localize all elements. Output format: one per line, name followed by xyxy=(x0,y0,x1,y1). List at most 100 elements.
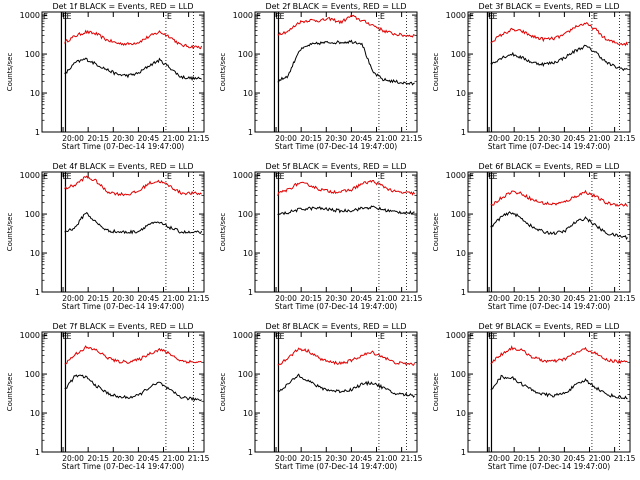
panel-title: Det 6f BLACK = Events, RED = LLD xyxy=(478,162,619,171)
event-marker-label-left: E xyxy=(256,332,261,341)
x-tick-label: 20:30 xyxy=(112,454,134,463)
panel-det-2: Det 2f BLACK = Events, RED = LLD 1 10 100 10… xyxy=(219,2,423,151)
y-tick-label: 10 xyxy=(456,409,466,418)
event-marker-label: E xyxy=(66,172,71,181)
event-marker-label-left: E xyxy=(43,172,48,181)
x-tick-label: 20:45 xyxy=(138,454,160,463)
y-tick-label: 10 xyxy=(30,89,40,98)
panel-det-1: Det 1f BLACK = Events, RED = LLD 1 10 100 10… xyxy=(6,2,210,151)
y-axis-label: Counts/sec xyxy=(6,373,14,412)
event-marker-label-left: E xyxy=(469,332,474,341)
y-axis-label: Counts/sec xyxy=(219,53,227,92)
event-marker-label-right: E xyxy=(380,12,385,21)
y-tick-label: 100 xyxy=(238,370,253,379)
y-tick-label: 1000 xyxy=(446,171,466,180)
y-tick-label: 10 xyxy=(243,409,253,418)
event-marker-label: E xyxy=(279,332,284,341)
events-series-line xyxy=(64,374,202,402)
y-tick-label: 1000 xyxy=(20,11,40,20)
x-axis-label: Start Time (07-Dec-14 19:47:00) xyxy=(62,142,184,151)
x-tick-label: 21:00 xyxy=(589,294,611,303)
x-axis-label: Start Time (07-Dec-14 19:47:00) xyxy=(62,302,184,311)
lld-series-line xyxy=(490,22,629,47)
y-axis-label: Counts/sec xyxy=(6,213,14,252)
y-tick-label: 1 xyxy=(35,288,40,297)
x-tick-label: 20:00 xyxy=(62,454,84,463)
lld-series-line xyxy=(64,175,202,197)
x-tick-label: 21:00 xyxy=(376,134,398,143)
event-marker-label-right: E xyxy=(593,332,598,341)
plot-frame xyxy=(467,171,631,293)
event-marker-label-left: E xyxy=(469,172,474,181)
y-tick-label: 100 xyxy=(25,210,40,219)
plot-frame xyxy=(41,331,205,453)
lld-series-line xyxy=(277,347,416,366)
y-tick-label: 100 xyxy=(451,50,466,59)
panel-title: Det 1f BLACK = Events, RED = LLD xyxy=(52,2,193,11)
x-tick-label: 20:00 xyxy=(488,294,510,303)
x-tick-label: 20:30 xyxy=(538,294,560,303)
x-tick-label: 20:45 xyxy=(351,454,373,463)
event-marker-label-left: E xyxy=(256,12,261,21)
event-marker-label: E xyxy=(66,332,71,341)
y-axis-label: Counts/sec xyxy=(219,213,227,252)
x-tick-label: 20:15 xyxy=(513,454,535,463)
y-tick-label: 100 xyxy=(238,50,253,59)
event-marker-label-left: E xyxy=(256,172,261,181)
y-tick-label: 1000 xyxy=(20,171,40,180)
x-tick-label: 20:15 xyxy=(87,294,109,303)
event-marker-label-right: E xyxy=(167,332,172,341)
panel-title: Det 7f BLACK = Events, RED = LLD xyxy=(52,322,193,331)
x-tick-label: 21:15 xyxy=(401,454,423,463)
lld-series-line xyxy=(64,345,202,365)
lld-series-line xyxy=(64,29,203,50)
y-tick-label: 1000 xyxy=(446,11,466,20)
y-axis-label: Counts/sec xyxy=(432,213,440,252)
event-marker-label-right: E xyxy=(593,12,598,21)
y-tick-label: 10 xyxy=(30,409,40,418)
x-tick-label: 20:45 xyxy=(351,134,373,143)
event-marker-label: E xyxy=(492,172,497,181)
panel-det-5: Det 5f BLACK = Events, RED = LLD 1 10 100 10… xyxy=(219,162,423,311)
x-tick-label: 20:15 xyxy=(513,294,535,303)
panel-det-6: Det 6f BLACK = Events, RED = LLD 1 10 100 10… xyxy=(432,162,636,311)
panel-det-8: Det 8f BLACK = Events, RED = LLD 1 10 100 10… xyxy=(219,322,423,471)
event-marker-label-right: E xyxy=(593,172,598,181)
x-axis-label: Start Time (07-Dec-14 19:47:00) xyxy=(488,142,610,151)
events-series-line xyxy=(64,57,202,82)
y-tick-label: 1 xyxy=(35,448,40,457)
event-marker-label-right: E xyxy=(167,172,172,181)
y-tick-label: 10 xyxy=(456,89,466,98)
y-tick-label: 1 xyxy=(461,448,466,457)
panel-title: Det 2f BLACK = Events, RED = LLD xyxy=(265,2,406,11)
event-marker-label-left: E xyxy=(43,332,48,341)
events-series-line xyxy=(277,39,415,86)
panel-title: Det 4f BLACK = Events, RED = LLD xyxy=(52,162,193,171)
lld-series-line xyxy=(277,179,416,197)
panel-title: Det 9f BLACK = Events, RED = LLD xyxy=(478,322,619,331)
x-tick-label: 20:30 xyxy=(112,134,134,143)
x-tick-label: 21:15 xyxy=(401,134,423,143)
x-tick-label: 21:00 xyxy=(376,294,398,303)
x-tick-label: 20:45 xyxy=(138,294,160,303)
x-tick-label: 20:15 xyxy=(300,454,322,463)
x-tick-label: 20:15 xyxy=(300,134,322,143)
events-series-line xyxy=(490,44,628,72)
x-tick-label: 20:30 xyxy=(325,294,347,303)
plot-frame xyxy=(41,171,205,293)
x-tick-label: 20:30 xyxy=(538,134,560,143)
x-tick-label: 21:15 xyxy=(401,294,423,303)
x-tick-label: 20:45 xyxy=(138,134,160,143)
y-axis-label: Counts/sec xyxy=(432,53,440,92)
plot-frame xyxy=(254,171,418,293)
x-tick-label: 21:15 xyxy=(188,454,210,463)
events-series-line xyxy=(64,211,203,235)
y-tick-label: 1 xyxy=(461,128,466,137)
event-marker-label: E xyxy=(492,332,497,341)
x-tick-label: 20:00 xyxy=(62,134,84,143)
y-axis-label: Counts/sec xyxy=(432,373,440,412)
x-axis-label: Start Time (07-Dec-14 19:47:00) xyxy=(275,142,397,151)
y-axis-label: Counts/sec xyxy=(219,373,227,412)
x-tick-label: 20:30 xyxy=(538,454,560,463)
